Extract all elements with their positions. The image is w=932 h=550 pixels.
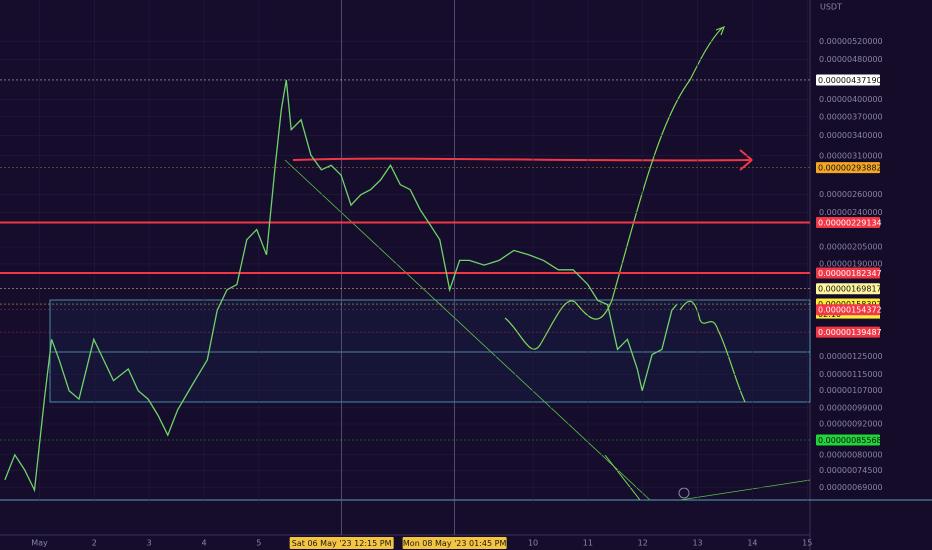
price-tag-label: 0.00000229134 <box>818 219 882 228</box>
y-tick-label: 0.00000092000 <box>819 419 883 428</box>
y-tick-label: 0.00000190000 <box>819 259 883 268</box>
y-tick-label: 0.00000115000 <box>819 370 883 379</box>
price-tag-label: 0.00000182347 <box>818 269 882 278</box>
y-tick-label: 0.00000125000 <box>819 352 883 361</box>
unit-label: USDT <box>820 3 842 12</box>
price-tag-label: 0.00000169817 <box>818 285 882 294</box>
x-tick-label: 5 <box>256 539 261 548</box>
y-tick-label: 0.00000080000 <box>819 450 883 459</box>
x-tick-label: 2 <box>92 539 97 548</box>
price-tag-label: 0.00000085568 <box>818 436 882 445</box>
y-tick-label: 0.00000260000 <box>819 190 883 199</box>
y-tick-label: 0.00000370000 <box>819 112 883 121</box>
price-tag <box>816 304 880 316</box>
y-tick-label: 0.00000480000 <box>819 55 883 64</box>
levels <box>0 79 810 441</box>
price-tag <box>816 326 880 338</box>
y-tick-label: 0.00000340000 <box>819 131 883 140</box>
y-tick-label: 0.00000240000 <box>819 208 883 217</box>
price-tag <box>816 162 880 174</box>
date-tag <box>289 537 394 549</box>
arrow-head <box>715 25 726 36</box>
arrow-head <box>739 149 754 171</box>
price-tag-label: 0.00000293882 <box>818 164 882 173</box>
date-tag-label: Sat 06 May '23 12:15 PM <box>292 539 392 548</box>
plot <box>4 79 678 493</box>
trend-line <box>604 454 641 501</box>
icon[interactable] <box>678 487 690 499</box>
x-tick-label: 11 <box>583 539 593 548</box>
price-tag <box>816 217 880 229</box>
x-tick-label: May <box>31 539 48 548</box>
price-tag <box>816 283 880 295</box>
projection-path <box>679 300 746 403</box>
x-tick-label: 10 <box>528 539 538 548</box>
y-tick-label: 0.00000310000 <box>819 151 883 160</box>
y-tick-label: 0.00000069000 <box>819 483 883 492</box>
y-tick-label: 0.00000520000 <box>819 37 883 46</box>
price-tag <box>816 74 880 86</box>
price-tag-label: 0.00000437190 <box>818 76 882 85</box>
x-tick-label: 15 <box>802 539 812 548</box>
price-tag-label: 0.00000154372 <box>818 306 882 315</box>
x-tick-label: 14 <box>747 539 757 548</box>
y-tick-label: 0.00000074500 <box>819 466 883 475</box>
y-tick-label: 0.00000099000 <box>819 403 883 412</box>
price-tag <box>816 267 880 279</box>
grid <box>0 0 810 535</box>
price-tag <box>816 434 880 446</box>
trend-line <box>284 159 651 501</box>
x-tick-label: 4 <box>201 539 206 548</box>
range-box <box>49 299 811 403</box>
y-tick-label: 0.00000205000 <box>819 243 883 252</box>
x-tick-label: 3 <box>147 539 152 548</box>
y-tick-label: 0.00000107000 <box>819 386 883 395</box>
date-tag <box>402 537 507 549</box>
price-tag-label: 0.00000139487 <box>818 328 882 337</box>
y-tick-label: 0.00000400000 <box>819 95 883 104</box>
labels: 0.00000520000 0.00000480000 0.00000400000 0… <box>31 37 883 549</box>
arrow-drawing <box>292 157 751 162</box>
x-tick-label: 13 <box>692 539 702 548</box>
x-tick-label: 12 <box>638 539 648 548</box>
date-tag-label: Mon 08 May '23 01:45 PM <box>403 539 507 548</box>
trend-line <box>679 479 811 501</box>
price-line <box>4 79 678 493</box>
